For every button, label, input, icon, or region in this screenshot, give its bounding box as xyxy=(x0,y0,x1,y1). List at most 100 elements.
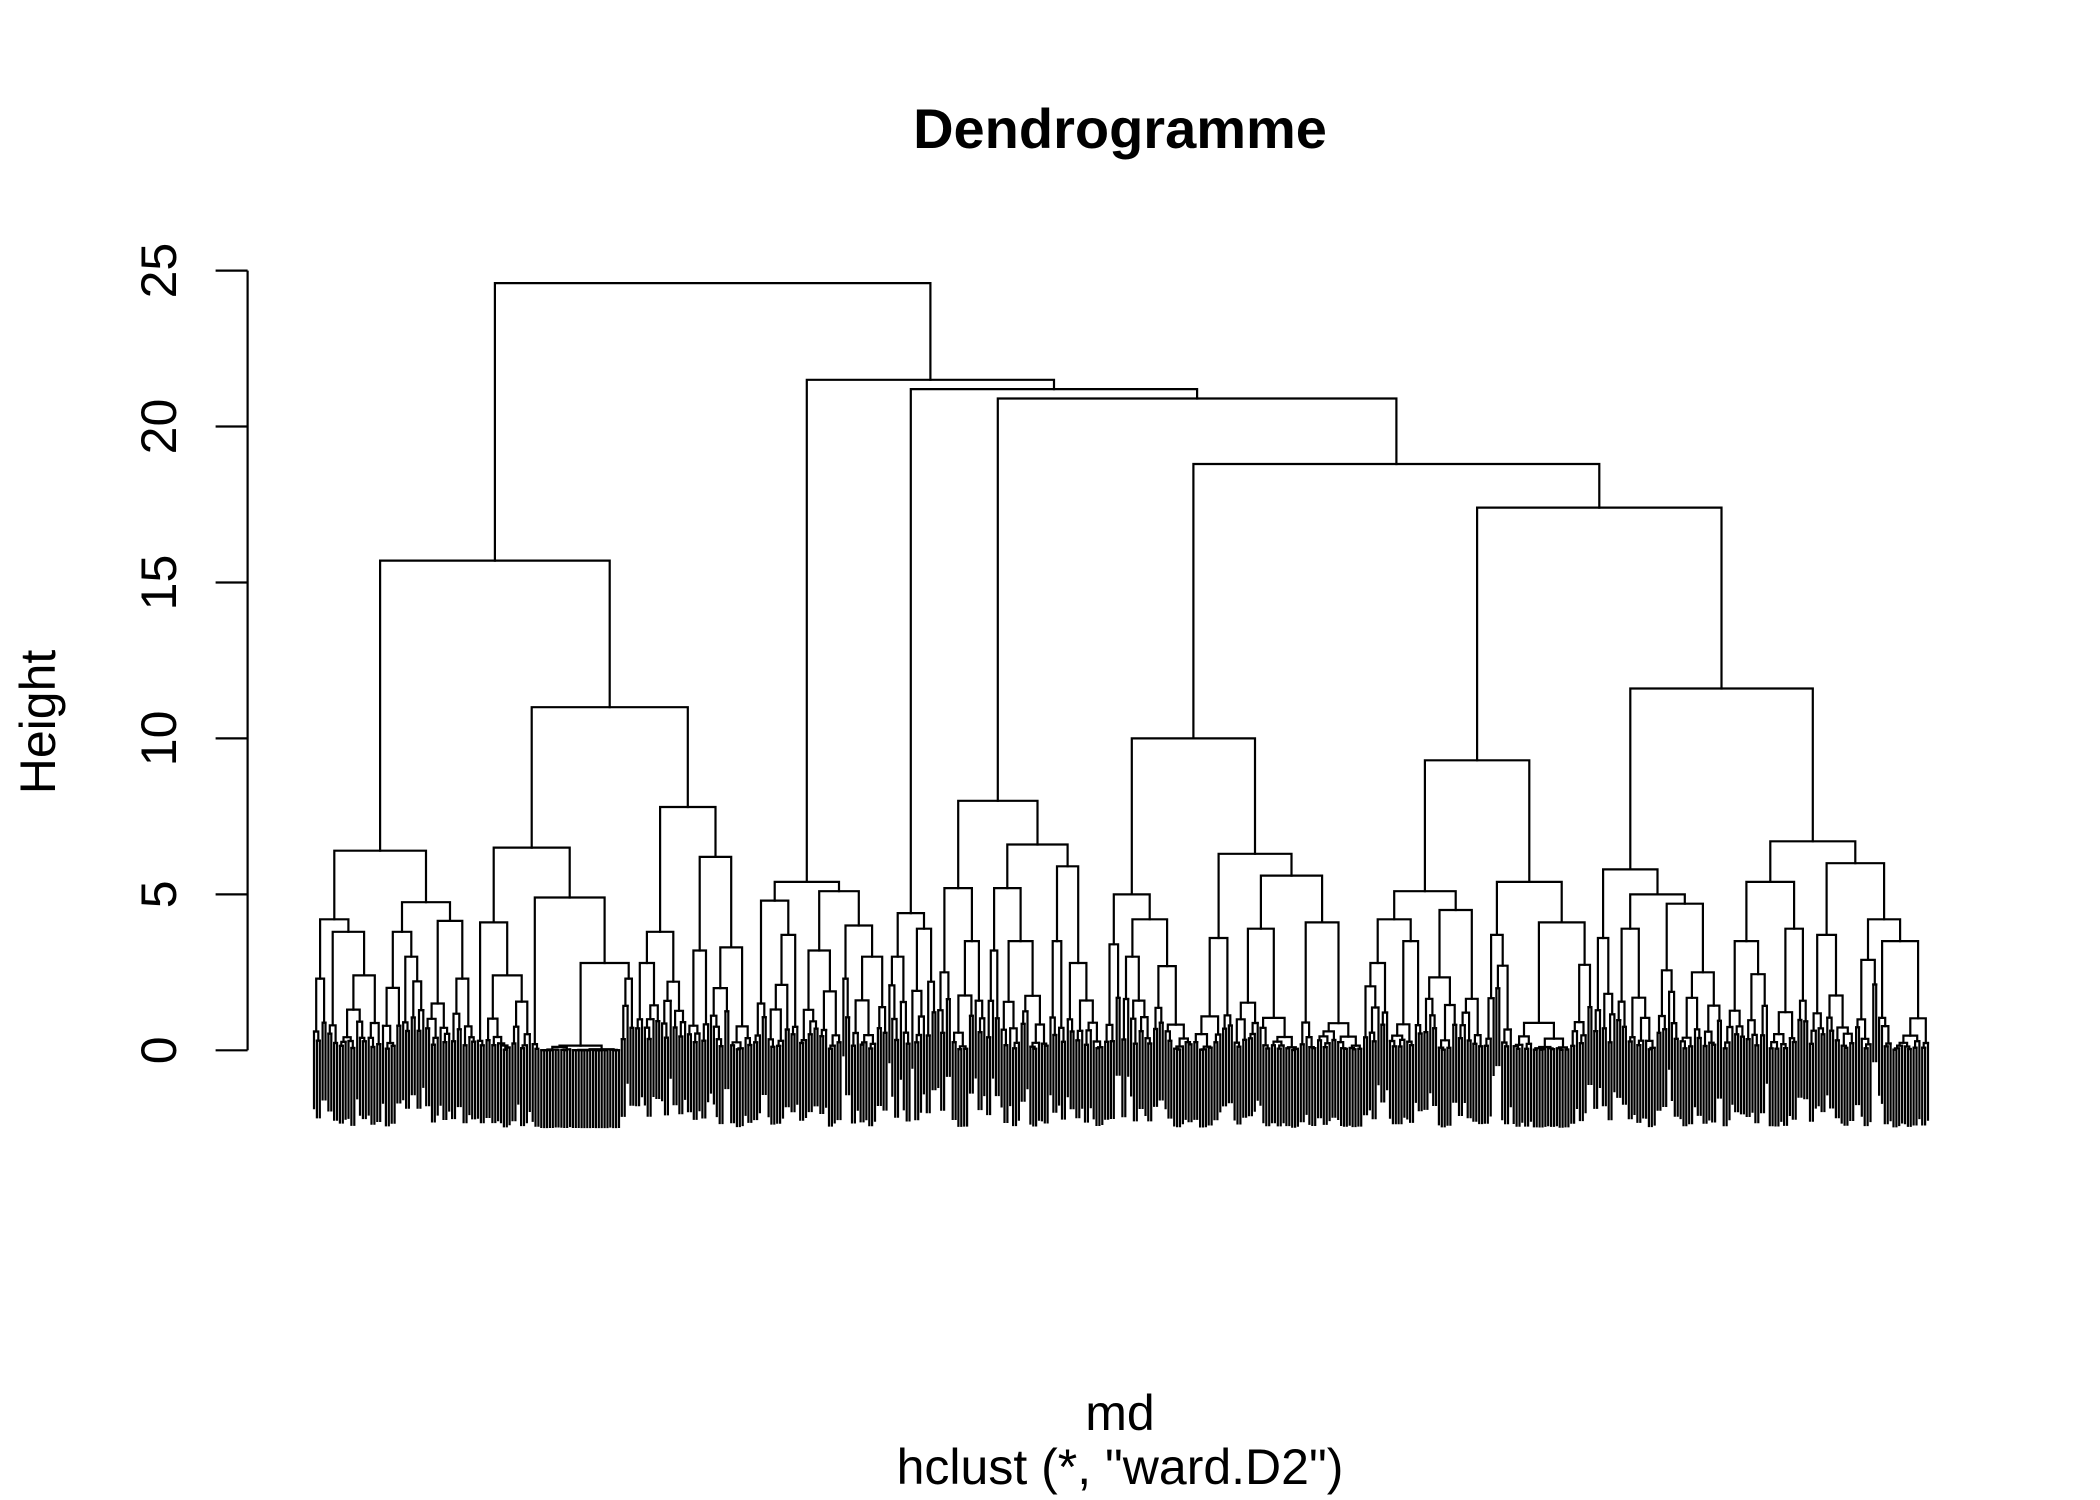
merge-node xyxy=(1459,1024,1466,1040)
merge-node xyxy=(937,1009,944,1034)
merge-node xyxy=(1140,1016,1149,1040)
merge-node xyxy=(452,1012,461,1043)
merge-node xyxy=(1522,1021,1555,1040)
merge-node xyxy=(890,955,905,1004)
merge-node xyxy=(1200,1015,1220,1036)
merge-node xyxy=(649,1004,659,1023)
merge-node xyxy=(1214,1033,1222,1044)
merge-node xyxy=(1543,1037,1565,1049)
y-axis: 0 5 10 15 20 25 xyxy=(131,243,249,1064)
merge-node xyxy=(579,961,630,1047)
merge-node xyxy=(1208,936,1229,1018)
merge-node xyxy=(530,706,689,849)
merge-node xyxy=(694,1032,701,1044)
merge-node xyxy=(1235,1018,1246,1044)
merge-node xyxy=(1707,1004,1721,1033)
merge-node xyxy=(523,1033,531,1047)
merge-node xyxy=(385,986,400,1027)
merge-node xyxy=(492,846,571,924)
merge-node xyxy=(391,930,413,989)
merge-node xyxy=(802,1008,815,1042)
merge-node xyxy=(1602,868,1659,940)
merge-node xyxy=(927,980,936,1037)
merge-node xyxy=(1246,927,1275,1019)
merge-node xyxy=(957,799,1039,890)
merge-node xyxy=(1726,1025,1734,1044)
dendrogram-tree xyxy=(312,282,1930,1129)
merge-node xyxy=(1259,874,1324,930)
y-tick-label: 25 xyxy=(131,243,187,299)
merge-node xyxy=(636,1018,644,1030)
merge-node xyxy=(1881,940,1920,1020)
merge-node xyxy=(1364,985,1377,1039)
merge-node xyxy=(1690,971,1715,1007)
merge-node xyxy=(1594,1009,1602,1033)
merge-node xyxy=(818,890,860,952)
merge-node xyxy=(842,977,849,1019)
merge-node xyxy=(1487,997,1495,1040)
merge-node xyxy=(491,974,523,1020)
merge-node xyxy=(756,1002,766,1037)
merge-node xyxy=(1537,921,1586,1024)
merge-node xyxy=(533,896,606,1046)
merge-node xyxy=(1464,997,1479,1037)
merge-node xyxy=(1327,1022,1350,1038)
merge-node xyxy=(1368,1031,1376,1043)
merge-node xyxy=(1578,963,1592,1024)
merge-node xyxy=(381,1024,392,1045)
merge-node xyxy=(1131,918,1169,968)
merge-node xyxy=(863,1034,874,1045)
merge-node xyxy=(698,855,733,952)
merge-node xyxy=(1476,506,1723,762)
merge-node xyxy=(1105,1023,1114,1043)
merge-node xyxy=(1304,921,1340,1025)
merge-node xyxy=(1461,1011,1471,1042)
merge-node xyxy=(688,1024,699,1036)
merge-node xyxy=(512,1025,520,1045)
merge-node xyxy=(1369,961,1387,1014)
merge-node xyxy=(1022,1010,1029,1025)
merge-node xyxy=(1217,852,1293,940)
merge-node xyxy=(1381,1011,1389,1026)
merge-node xyxy=(1087,1021,1098,1043)
merge-node xyxy=(1132,999,1146,1020)
merge-node xyxy=(1573,1021,1585,1037)
merge-node xyxy=(1301,1021,1311,1046)
merge-node xyxy=(412,980,423,1019)
merge-node xyxy=(1842,1032,1853,1047)
merge-node xyxy=(1002,1000,1015,1031)
merge-node xyxy=(1068,961,1088,1021)
merge-node xyxy=(909,388,1199,915)
merge-node xyxy=(1473,1034,1482,1048)
merge-node xyxy=(346,1008,361,1039)
merge-node xyxy=(674,1009,685,1029)
merge-node xyxy=(1665,902,1704,974)
merge-node xyxy=(989,949,999,1020)
y-tick-label: 0 xyxy=(131,1036,187,1064)
merge-node xyxy=(854,999,870,1037)
merge-node xyxy=(347,1039,354,1050)
merge-node xyxy=(1124,955,1140,1002)
merge-node xyxy=(1617,1000,1626,1028)
chart-subtitle: hclust (*, "ward.D2") xyxy=(897,1439,1344,1495)
merge-node xyxy=(791,1025,799,1036)
merge-node xyxy=(1251,1021,1259,1036)
merge-node xyxy=(1693,1028,1701,1040)
merge-node xyxy=(712,1025,720,1041)
merge-node xyxy=(719,946,744,1028)
merge-node xyxy=(1769,840,1857,883)
merge-node xyxy=(1668,990,1676,1025)
merge-node xyxy=(822,990,837,1037)
y-axis-label: Height xyxy=(10,650,66,795)
merge-node xyxy=(1603,992,1614,1030)
merge-node xyxy=(319,918,350,980)
merge-node xyxy=(831,1034,841,1047)
merge-node xyxy=(1000,1028,1007,1047)
merge-node xyxy=(1076,1029,1084,1042)
merge-node xyxy=(1024,994,1041,1026)
merge-node xyxy=(1609,1013,1616,1044)
y-tick-label: 10 xyxy=(131,711,187,767)
merge-node xyxy=(443,1032,451,1044)
merge-node xyxy=(400,901,452,933)
merge-node xyxy=(430,1002,445,1029)
